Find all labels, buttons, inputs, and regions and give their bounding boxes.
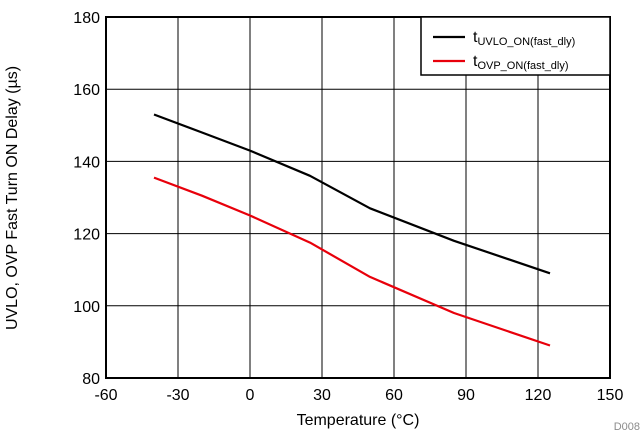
x-tick-label: 90 (457, 387, 475, 404)
x-tick-label: -60 (94, 387, 117, 404)
figure-id: D008 (614, 421, 640, 433)
legend-box (420, 16, 611, 76)
y-tick-label: 100 (73, 299, 100, 316)
x-tick-label: 0 (246, 387, 255, 404)
y-axis-label: UVLO, OVP Fast Turn ON Delay (µs) (4, 66, 21, 330)
y-tick-label: 80 (82, 371, 100, 388)
y-tick-label: 140 (73, 154, 100, 171)
plot-frame (105, 16, 611, 379)
y-tick-label: 120 (73, 227, 100, 244)
x-tick-label: 150 (597, 387, 624, 404)
x-tick-labels: -60 -30 0 30 60 90 120 150 (94, 387, 623, 404)
series-line-1 (153, 113, 551, 275)
y-tick-labels: 80 100 120 140 160 180 (73, 10, 100, 388)
x-tick-label: -30 (166, 387, 189, 404)
legend: tUVLO_ON(fast_dly)tOVP_ON(fast_dly) (420, 16, 611, 76)
x-tick-label: 120 (525, 387, 552, 404)
series-line-2 (153, 176, 551, 347)
grid (106, 17, 610, 378)
x-tick-label: 60 (385, 387, 403, 404)
y-tick-label: 160 (73, 82, 100, 99)
x-axis-label: Temperature (°C) (297, 412, 420, 429)
x-tick-label: 30 (313, 387, 331, 404)
series-lines (153, 113, 551, 347)
y-tick-label: 180 (73, 10, 100, 27)
